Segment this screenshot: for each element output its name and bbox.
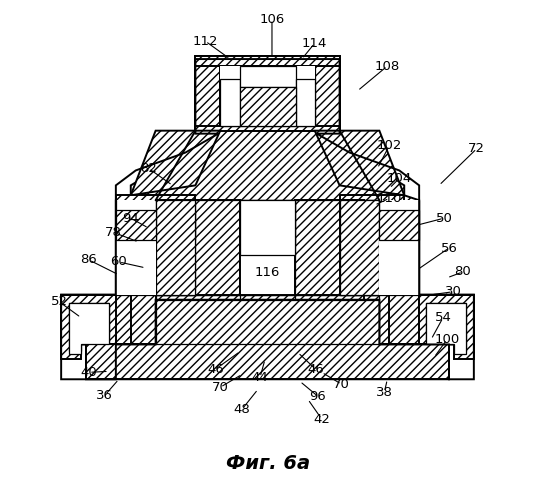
Text: 70: 70 bbox=[212, 380, 228, 394]
Polygon shape bbox=[61, 294, 116, 360]
Polygon shape bbox=[220, 66, 315, 126]
Polygon shape bbox=[419, 294, 474, 360]
Text: 44: 44 bbox=[251, 371, 269, 384]
Text: 70: 70 bbox=[333, 378, 350, 391]
Text: 94: 94 bbox=[123, 212, 139, 224]
Polygon shape bbox=[315, 61, 340, 130]
Polygon shape bbox=[220, 79, 240, 126]
Polygon shape bbox=[379, 210, 419, 240]
Text: 72: 72 bbox=[468, 142, 485, 155]
Text: 36: 36 bbox=[96, 388, 113, 402]
Polygon shape bbox=[156, 300, 379, 344]
Polygon shape bbox=[340, 210, 370, 240]
Polygon shape bbox=[240, 200, 295, 255]
Polygon shape bbox=[240, 66, 296, 87]
Polygon shape bbox=[240, 66, 296, 86]
Polygon shape bbox=[296, 79, 315, 126]
Polygon shape bbox=[240, 87, 296, 126]
Polygon shape bbox=[220, 66, 240, 79]
Polygon shape bbox=[340, 200, 419, 294]
Text: 82: 82 bbox=[140, 162, 157, 175]
Polygon shape bbox=[195, 61, 220, 130]
Text: 50: 50 bbox=[435, 212, 453, 224]
Polygon shape bbox=[379, 210, 419, 294]
Polygon shape bbox=[195, 200, 240, 294]
Text: 86: 86 bbox=[81, 254, 97, 266]
Polygon shape bbox=[315, 130, 404, 196]
Polygon shape bbox=[240, 255, 295, 294]
Polygon shape bbox=[156, 300, 379, 344]
Text: 60: 60 bbox=[110, 256, 127, 268]
Text: 78: 78 bbox=[104, 226, 121, 238]
Polygon shape bbox=[165, 210, 195, 240]
Polygon shape bbox=[220, 66, 315, 126]
Polygon shape bbox=[426, 302, 466, 352]
Text: 48: 48 bbox=[234, 402, 250, 415]
Text: 100: 100 bbox=[434, 333, 460, 346]
Text: Фиг. 6а: Фиг. 6а bbox=[226, 454, 310, 473]
Polygon shape bbox=[195, 56, 340, 66]
Polygon shape bbox=[426, 302, 466, 354]
Polygon shape bbox=[116, 196, 195, 344]
Polygon shape bbox=[86, 344, 449, 380]
Polygon shape bbox=[296, 66, 315, 79]
Polygon shape bbox=[116, 200, 195, 294]
Text: 46: 46 bbox=[207, 363, 224, 376]
Text: 30: 30 bbox=[445, 286, 461, 298]
Text: 42: 42 bbox=[314, 412, 330, 426]
Polygon shape bbox=[69, 302, 109, 352]
Text: 114: 114 bbox=[302, 36, 327, 50]
Polygon shape bbox=[240, 86, 296, 126]
Polygon shape bbox=[220, 79, 240, 126]
Text: 110: 110 bbox=[377, 192, 402, 205]
Text: 52: 52 bbox=[51, 295, 67, 308]
Text: 112: 112 bbox=[193, 34, 218, 48]
Text: 80: 80 bbox=[455, 266, 471, 278]
Polygon shape bbox=[340, 196, 404, 344]
Polygon shape bbox=[156, 200, 195, 294]
Polygon shape bbox=[69, 302, 109, 354]
Polygon shape bbox=[156, 200, 195, 294]
Polygon shape bbox=[116, 210, 156, 294]
Polygon shape bbox=[240, 245, 295, 294]
Polygon shape bbox=[295, 200, 340, 294]
Text: 102: 102 bbox=[377, 139, 402, 152]
Polygon shape bbox=[116, 210, 156, 240]
Text: 106: 106 bbox=[259, 13, 285, 26]
Text: 116: 116 bbox=[254, 266, 280, 280]
Text: 38: 38 bbox=[376, 386, 393, 398]
Text: 96: 96 bbox=[309, 390, 326, 402]
Text: 54: 54 bbox=[434, 311, 452, 324]
Polygon shape bbox=[340, 200, 379, 294]
Polygon shape bbox=[131, 130, 220, 196]
Text: 104: 104 bbox=[387, 172, 412, 185]
Polygon shape bbox=[340, 200, 379, 294]
Polygon shape bbox=[61, 56, 474, 380]
Text: 40: 40 bbox=[81, 366, 97, 379]
Text: 108: 108 bbox=[374, 60, 400, 72]
Polygon shape bbox=[296, 79, 315, 126]
Polygon shape bbox=[195, 126, 340, 130]
Text: 56: 56 bbox=[440, 242, 457, 254]
Polygon shape bbox=[240, 200, 295, 245]
Text: 46: 46 bbox=[307, 363, 324, 376]
